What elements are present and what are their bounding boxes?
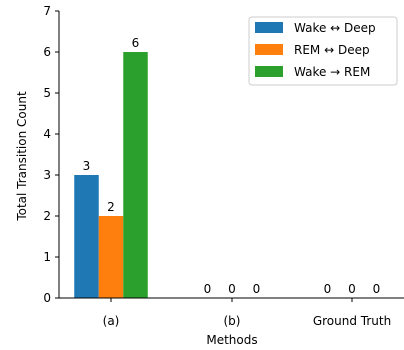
legend-swatch-2 — [255, 44, 283, 55]
x-axis-title: Methods — [206, 333, 257, 347]
y-tick-label: 5 — [43, 86, 51, 100]
x-tick-label: (b) — [224, 314, 241, 328]
legend-label-3: Wake → REM — [294, 65, 370, 79]
legend-box — [248, 16, 398, 86]
x-tick-label: Ground Truth — [313, 314, 391, 328]
data-label-3-2: 0 — [253, 282, 261, 296]
data-label-1-1: 3 — [83, 159, 91, 173]
y-tick-label: 4 — [43, 127, 51, 141]
y-tick-label: 0 — [43, 291, 51, 305]
data-label-1-3: 0 — [324, 282, 332, 296]
bar-2-1 — [98, 216, 124, 298]
bars-group — [74, 52, 148, 298]
legend-label-2: REM ↔ Deep — [294, 43, 370, 57]
data-label-1-2: 0 — [204, 282, 212, 296]
legend-label-1: Wake ↔ Deep — [294, 21, 376, 35]
data-label-2-1: 2 — [107, 200, 115, 214]
data-label-2-2: 0 — [228, 282, 236, 296]
legend: Wake ↔ Deep REM ↔ Deep Wake → REM — [248, 16, 398, 86]
legend-swatch-3 — [255, 66, 283, 77]
y-tick-label: 6 — [43, 45, 51, 59]
data-label-3-1: 6 — [132, 36, 140, 50]
y-tick-label: 2 — [43, 209, 51, 223]
data-label-3-3: 0 — [373, 282, 381, 296]
data-label-2-3: 0 — [348, 282, 356, 296]
bar-1-1 — [74, 175, 99, 298]
bar-3-1 — [123, 52, 148, 298]
axes-group: 0 1 2 3 4 5 6 7 (a) (b) Ground Truth — [43, 4, 404, 328]
data-labels-group: 3 2 6 0 0 0 0 0 0 — [83, 36, 381, 296]
y-tick-label: 3 — [43, 168, 51, 182]
y-tick-label: 7 — [43, 4, 51, 18]
legend-swatch-1 — [255, 22, 283, 33]
y-tick-label: 1 — [43, 250, 51, 264]
y-axis-title: Total Transition Count — [15, 91, 29, 222]
x-tick-label: (a) — [103, 314, 120, 328]
